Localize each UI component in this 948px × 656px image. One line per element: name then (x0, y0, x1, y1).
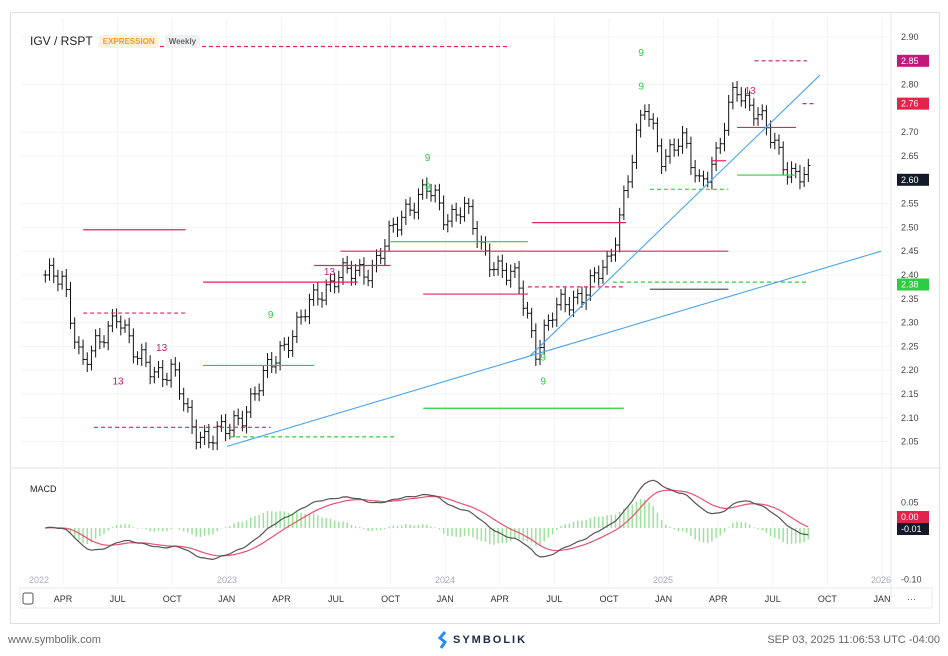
demark-count: 13 (324, 267, 336, 278)
price-badge-label: 2.76 (901, 99, 919, 109)
time-axis-label[interactable]: OCT (163, 594, 183, 604)
macd-label: MACD (30, 484, 57, 494)
price-tick: 2.65 (901, 151, 919, 161)
price-tick: 2.70 (901, 127, 919, 137)
year-label: 2025 (653, 575, 673, 585)
symbolik-logo-icon (438, 631, 448, 649)
demark-count: 13 (745, 86, 757, 97)
time-axis-label[interactable]: JAN (218, 594, 235, 604)
price-badge-label: 2.60 (901, 175, 919, 185)
time-axis-label[interactable]: JUL (110, 594, 126, 604)
time-axis-label[interactable]: JAN (873, 594, 890, 604)
price-tick: 2.25 (901, 341, 919, 351)
price-badge-label: 2.85 (901, 56, 919, 66)
symbol-label[interactable]: IGV / RSPT (30, 34, 93, 48)
price-chart[interactable]: 2.90 2.80 2.70 2.65 2.55 2.50 2.45 2.40 2.35 2.30… (11, 13, 941, 625)
chart-header: IGV / RSPT EXPRESSION Weekly (30, 34, 201, 48)
time-axis-label[interactable]: JUL (765, 594, 781, 604)
time-axis-label[interactable]: JUL (546, 594, 562, 604)
time-axis-label[interactable]: APR (272, 594, 291, 604)
price-tick: 2.40 (901, 270, 919, 280)
time-axis-label[interactable]: OCT (818, 594, 838, 604)
year-label: 2026 (871, 575, 891, 585)
interval-badge[interactable]: Weekly (164, 34, 201, 48)
demark-count: 13 (156, 343, 168, 354)
price-badge (897, 173, 929, 186)
macd-signal-line (45, 489, 809, 557)
price-tick: 2.30 (901, 318, 919, 328)
timestamp: SEP 03, 2025 11:06:53 UTC -04:00 (767, 634, 940, 646)
price-tick: 2.80 (901, 80, 919, 90)
demark-count: 9 (540, 376, 546, 387)
price-tick: 2.90 (901, 32, 919, 42)
price-tick: 2.15 (901, 389, 919, 399)
brand-logo: SYMBOLIK (438, 631, 527, 649)
demark-count: 9 (638, 48, 644, 59)
demark-count: 9 (425, 153, 431, 164)
demark-count: 9 (540, 353, 546, 364)
time-axis-label[interactable]: JAN (655, 594, 672, 604)
price-badge (897, 278, 929, 291)
time-axis-label[interactable]: JUL (328, 594, 344, 604)
price-tick: 2.45 (901, 246, 919, 256)
demark-count: 9 (268, 310, 274, 321)
expression-badge: EXPRESSION (98, 34, 159, 48)
trendline (226, 250, 882, 447)
price-badge-label: 2.38 (901, 280, 919, 290)
time-axis-label[interactable]: OCT (600, 594, 620, 604)
site-url[interactable]: www.symbolik.com (8, 634, 101, 646)
demark-count: 13 (112, 376, 124, 387)
time-axis-label[interactable]: APR (709, 594, 728, 604)
brand-name: SYMBOLIK (453, 634, 528, 646)
time-axis-box (19, 587, 933, 609)
price-tick: 2.50 (901, 222, 919, 232)
macd-tick: -0.10 (901, 574, 922, 584)
macd-badge-label: 0.00 (901, 512, 919, 522)
price-tick: 2.20 (901, 365, 919, 375)
macd-badge-label: -0.01 (901, 524, 922, 534)
price-tick: 2.10 (901, 413, 919, 423)
macd-badge (897, 511, 929, 523)
price-tick: 2.35 (901, 294, 919, 304)
demark-count: 9 (638, 81, 644, 92)
price-tick: 2.55 (901, 199, 919, 209)
price-tick: 2.05 (901, 437, 919, 447)
year-label: 2023 (217, 575, 237, 585)
time-axis-label[interactable]: JAN (437, 594, 454, 604)
price-badge (897, 54, 929, 67)
time-axis-label[interactable]: APR (491, 594, 510, 604)
demark-count: 9 (425, 181, 431, 192)
time-axis-label[interactable]: OCT (381, 594, 401, 604)
macd-line (45, 479, 809, 561)
year-label: 2024 (435, 575, 455, 585)
macd-tick: 0.05 (901, 497, 919, 507)
calendar-icon[interactable] (22, 592, 34, 605)
trendline (529, 74, 821, 357)
price-badge (897, 97, 929, 110)
chart-frame: 2.90 2.80 2.70 2.65 2.55 2.50 2.45 2.40 2.35 2.30… (10, 12, 941, 625)
year-label: 2022 (29, 575, 49, 585)
time-axis-label[interactable]: APR (54, 594, 73, 604)
more-button[interactable]: ··· (907, 594, 916, 604)
macd-badge (897, 523, 929, 535)
